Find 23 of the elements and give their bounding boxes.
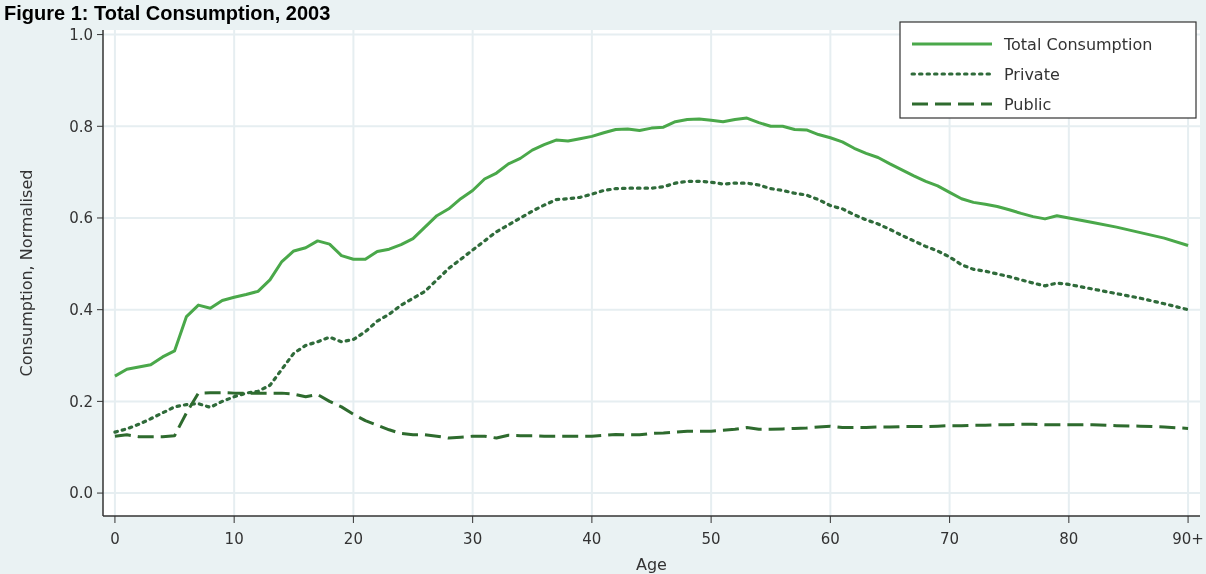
y-tick-label: 0.0 <box>69 484 93 503</box>
x-tick-label: 90+ <box>1172 530 1204 548</box>
line-series <box>113 116 1190 378</box>
legend-label: Total Consumption <box>1003 34 1153 54</box>
y-tick-label: 0.4 <box>69 300 93 319</box>
x-tick-label: 0 <box>110 530 120 548</box>
x-tick-label: 30 <box>463 530 483 548</box>
x-tick-label: 70 <box>940 530 960 548</box>
x-tick-label: 40 <box>582 530 602 548</box>
y-tick-label: 0.6 <box>69 209 93 228</box>
x-tick-label: 60 <box>820 530 840 548</box>
x-tick-label: 50 <box>701 530 721 548</box>
y-axis-title: Consumption, Normalised <box>17 169 36 377</box>
chart-title: Figure 1: Total Consumption, 2003 <box>4 2 331 24</box>
legend-label: Private <box>1004 64 1060 84</box>
x-tick-label: 80 <box>1059 530 1079 548</box>
y-tick-label: 1.0 <box>69 25 93 44</box>
y-tick-label: 0.2 <box>69 392 93 411</box>
x-axis-title: Age <box>636 555 667 574</box>
x-tick-label: 20 <box>343 530 363 548</box>
y-tick-label: 0.8 <box>69 117 93 136</box>
legend-label: Public <box>1004 94 1052 114</box>
x-tick-label: 10 <box>224 530 244 548</box>
